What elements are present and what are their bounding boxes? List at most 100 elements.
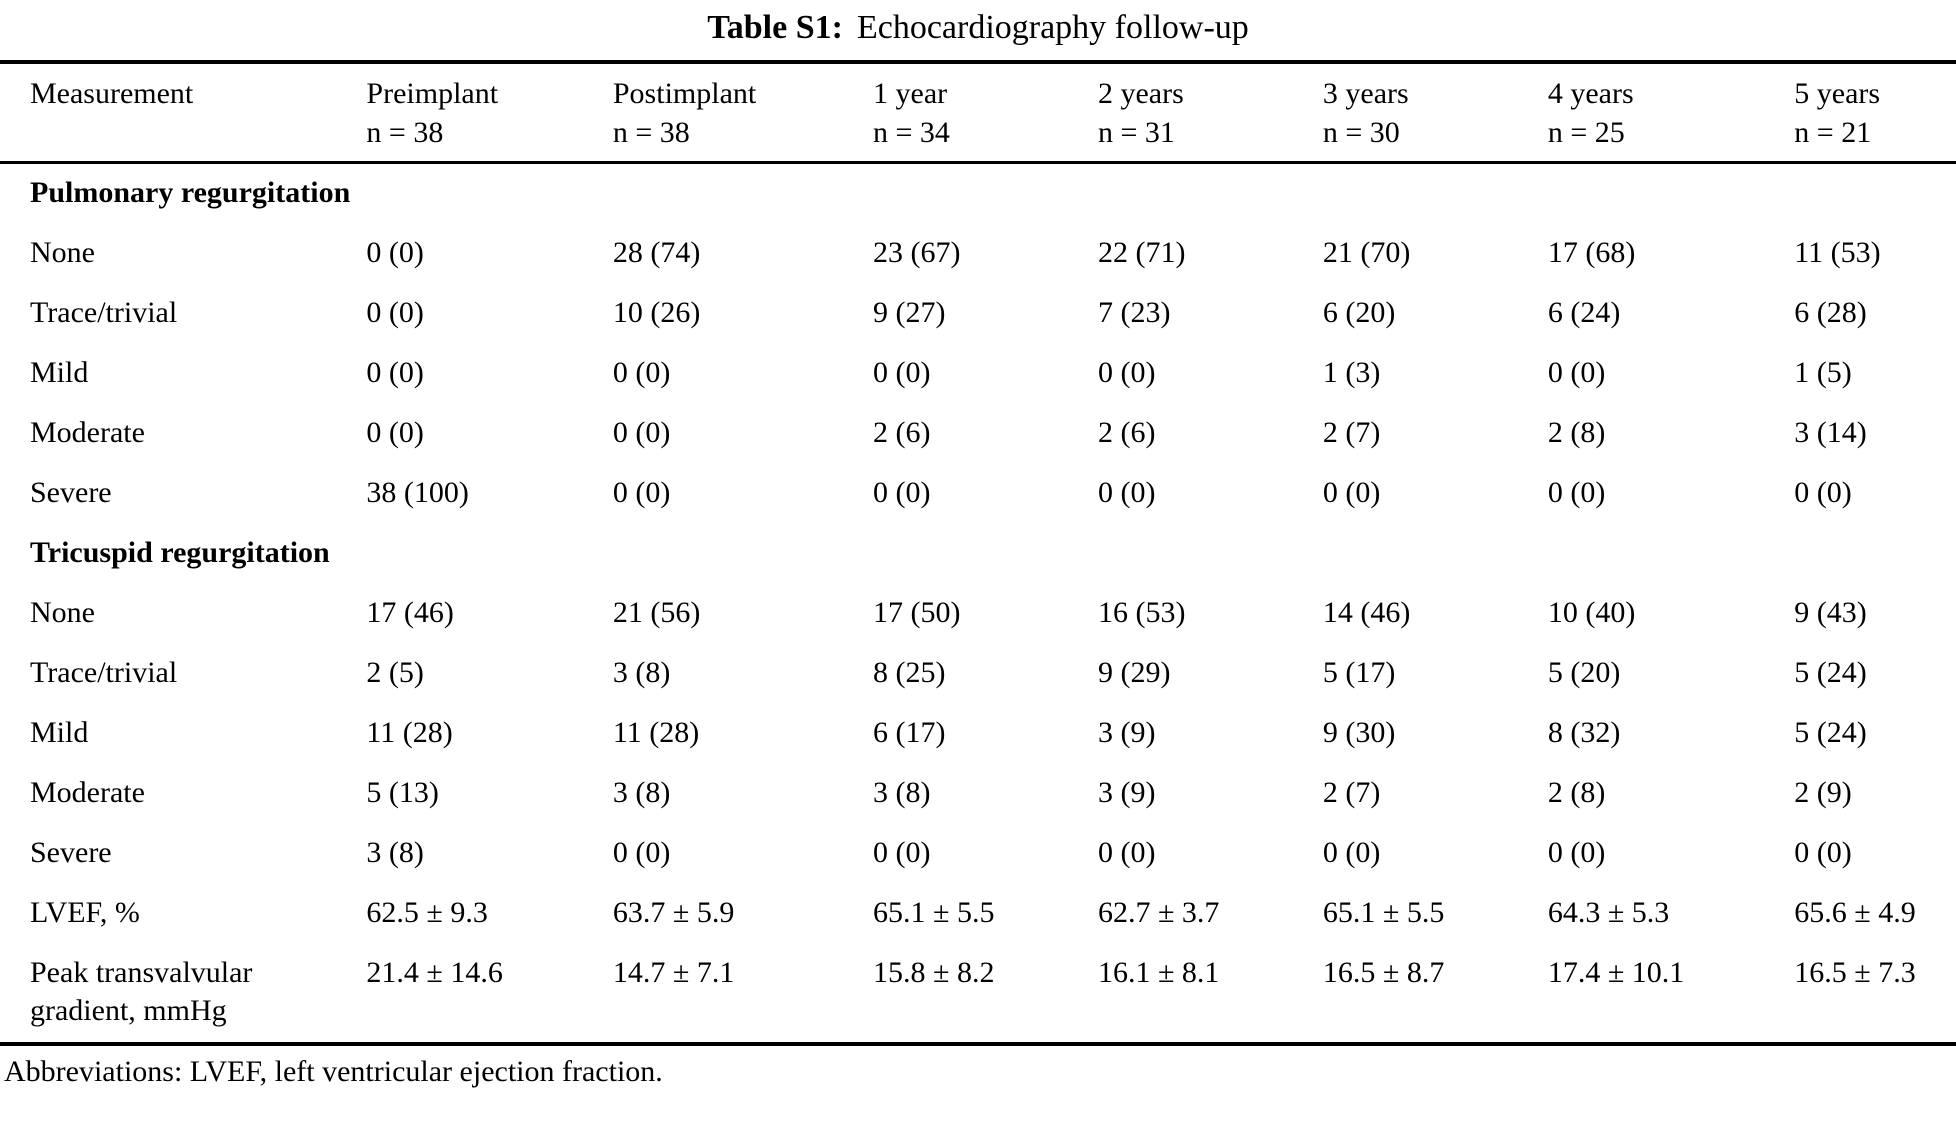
value-cell: 65.6 ± 4.9 <box>1794 896 1916 929</box>
value-cell: 5 (24) <box>1794 656 1867 689</box>
column-label: Postimplant <box>612 77 757 110</box>
value-cell: 3 (8) <box>366 836 424 869</box>
value-cell: 11 (53) <box>1794 236 1881 269</box>
value-cell: 14.7 ± 7.1 <box>612 944 874 1046</box>
value-cell: 2 (7) <box>1322 776 1381 809</box>
value-cell: 0 (0) <box>1547 836 1606 869</box>
column-header: Postimplant n = 38 <box>612 62 874 164</box>
value-cell: 17 (50) <box>873 596 961 629</box>
value-cell: 0 (0) <box>612 356 671 389</box>
value-cell: 0 (0) <box>1794 476 1852 509</box>
column-n-count: n = 31 <box>1097 116 1175 149</box>
value-cell: 6 (17) <box>873 716 946 749</box>
row-label: Severe <box>30 836 112 869</box>
value-cell: 16.5 ± 8.7 <box>1322 944 1548 1046</box>
value-cell: 6 (24) <box>1547 296 1621 329</box>
value-cell: 0 (0) <box>366 296 424 329</box>
value-cell: 23 (67) <box>873 236 961 269</box>
value-cell: 5 (20) <box>1547 656 1621 689</box>
value-cell: 2 (8) <box>1547 776 1606 809</box>
value-cell: 22 (71) <box>1097 236 1186 269</box>
value-cell: 64.3 ± 5.3 <box>1547 896 1670 929</box>
value-cell: 2 (5) <box>366 656 424 689</box>
row-label: Severe <box>30 476 112 509</box>
value-cell: 6 (20) <box>1322 296 1396 329</box>
value-cell: 21.4 ± 14.6 <box>366 944 613 1046</box>
value-cell: 2 (6) <box>1097 416 1156 449</box>
table-row: None 0 (0) 28 (74) 23 (67) 22 (71) 21 (70) 17 … <box>0 224 1956 284</box>
value-cell: 0 (0) <box>612 836 671 869</box>
value-cell: 0 (0) <box>366 236 424 269</box>
value-cell: 2 (8) <box>1547 416 1606 449</box>
value-cell: 0 (0) <box>1322 836 1381 869</box>
value-cell: 3 (8) <box>612 656 671 689</box>
table-header-row: Measurement Preimplant n = 38 Postimplant n… <box>0 62 1956 164</box>
value-cell: 11 (28) <box>366 716 453 749</box>
value-cell: 3 (9) <box>1097 776 1156 809</box>
table-row: None 17 (46) 21 (56) 17 (50) 16 (53) 14 (46) 1… <box>0 584 1956 644</box>
value-cell: 0 (0) <box>1097 836 1156 869</box>
value-cell: 0 (0) <box>873 476 931 509</box>
value-cell: 0 (0) <box>1097 356 1156 389</box>
value-cell: 62.7 ± 3.7 <box>1097 896 1220 929</box>
table-row: Trace/trivial 0 (0) 10 (26) 9 (27) 7 (23) 6 (… <box>0 284 1956 344</box>
value-cell: 3 (9) <box>1097 716 1156 749</box>
row-label: Trace/trivial <box>30 656 178 689</box>
column-header: 2 years n = 31 <box>1097 62 1323 164</box>
section-header: Tricuspid regurgitation <box>30 536 330 569</box>
value-cell: 1 (5) <box>1794 356 1852 389</box>
value-cell: 3 (8) <box>612 776 671 809</box>
value-cell: 7 (23) <box>1097 296 1171 329</box>
value-cell: 6 (28) <box>1794 296 1867 329</box>
value-cell: 0 (0) <box>366 416 424 449</box>
value-cell: 38 (100) <box>366 476 469 509</box>
value-cell: 3 (14) <box>1794 416 1867 449</box>
value-cell: 5 (13) <box>366 776 439 809</box>
column-n-count: n = 38 <box>366 116 444 149</box>
value-cell: 0 (0) <box>873 356 931 389</box>
column-n-count: n = 34 <box>873 116 950 149</box>
value-cell: 10 (40) <box>1547 596 1636 629</box>
column-label: Measurement <box>30 77 194 110</box>
value-cell: 0 (0) <box>1097 476 1156 509</box>
value-cell: 11 (28) <box>612 716 700 749</box>
abbreviations-footnote: Abbreviations: LVEF, left ventricular ej… <box>4 1055 663 1088</box>
table-row: Mild 11 (28) 11 (28) 6 (17) 3 (9) 9 (30) 8 (32… <box>0 704 1956 764</box>
value-cell: 16 (53) <box>1097 596 1186 629</box>
table-row: Mild 0 (0) 0 (0) 0 (0) 0 (0) 1 (3) 0 (0) 1 (5) <box>0 344 1956 404</box>
table-title-text: Echocardiography follow-up <box>856 9 1249 46</box>
row-label: Trace/trivial <box>30 296 178 329</box>
row-label: Mild <box>30 716 89 749</box>
table-head: Measurement Preimplant n = 38 Postimplant n… <box>0 62 1956 164</box>
value-cell: 9 (29) <box>1097 656 1171 689</box>
column-header: 5 years n = 21 <box>1794 62 1956 164</box>
column-header: 3 years n = 30 <box>1322 62 1548 164</box>
row-label: None <box>30 596 95 629</box>
row-label: None <box>30 236 95 269</box>
row-label: LVEF, % <box>30 896 140 929</box>
section-row: Pulmonary regurgitation <box>0 163 1956 225</box>
value-cell: 17 (68) <box>1547 236 1636 269</box>
column-n-count: n = 21 <box>1794 116 1872 149</box>
value-cell: 9 (27) <box>873 296 946 329</box>
value-cell: 5 (24) <box>1794 716 1867 749</box>
value-cell: 0 (0) <box>366 356 424 389</box>
column-label: 1 year <box>873 77 948 110</box>
value-cell: 8 (32) <box>1547 716 1621 749</box>
column-header: 4 years n = 25 <box>1547 62 1795 164</box>
value-cell: 0 (0) <box>1547 356 1606 389</box>
table-row: Peak transvalvular gradient, mmHg 21.4 ± … <box>0 944 1956 1046</box>
value-cell: 17.4 ± 10.1 <box>1547 944 1795 1046</box>
value-cell: 2 (6) <box>873 416 931 449</box>
section-header: Pulmonary regurgitation <box>30 176 351 209</box>
value-cell: 2 (9) <box>1794 776 1852 809</box>
value-cell: 3 (8) <box>873 776 931 809</box>
column-header: Measurement <box>0 62 367 164</box>
value-cell: 0 (0) <box>1794 836 1852 869</box>
table-row: Trace/trivial 2 (5) 3 (8) 8 (25) 9 (29) 5 (17… <box>0 644 1956 704</box>
column-n-count: n = 25 <box>1547 116 1625 149</box>
column-n-count: n = 38 <box>612 116 690 149</box>
table-row: Severe 38 (100) 0 (0) 0 (0) 0 (0) 0 (0) 0 (0) 0… <box>0 464 1956 524</box>
value-cell: 62.5 ± 9.3 <box>366 896 488 929</box>
value-cell: 8 (25) <box>873 656 946 689</box>
